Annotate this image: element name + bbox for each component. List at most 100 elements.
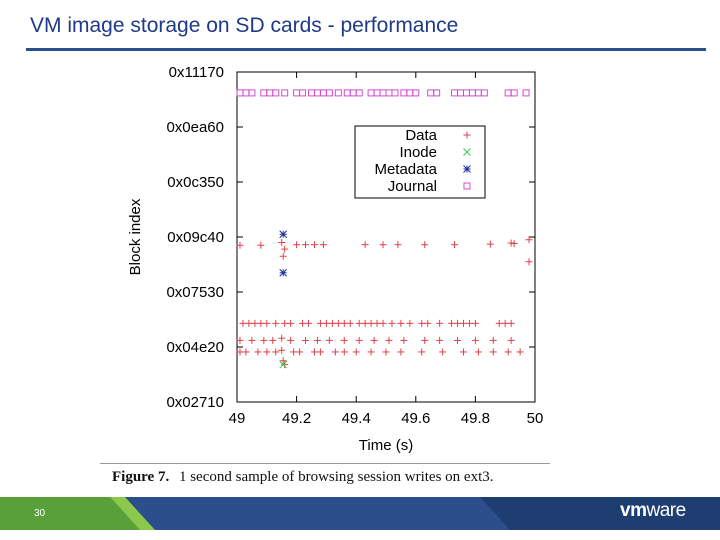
data-point (254, 348, 262, 356)
data-point (236, 241, 244, 249)
data-point (361, 241, 369, 249)
journal-point (474, 89, 482, 97)
journal-point (504, 89, 512, 97)
legend-label: Journal (388, 178, 437, 195)
data-point (459, 348, 467, 356)
data-point (340, 319, 348, 327)
data-point (495, 319, 503, 327)
journal-point (433, 89, 441, 97)
journal-point (272, 89, 280, 97)
data-point (510, 240, 518, 248)
data-point (281, 319, 289, 327)
data-point (279, 357, 287, 365)
x-axis: 49 49.2 49.4 49.6 49.8 50 (229, 72, 544, 427)
data-point (418, 319, 426, 327)
journal-point (367, 89, 375, 97)
data-point (451, 241, 459, 249)
mark-stroke (279, 360, 288, 369)
journal-point (334, 89, 342, 97)
data-point (251, 319, 259, 327)
journal-point (406, 89, 414, 97)
data-point (421, 336, 429, 344)
data-point (501, 319, 509, 327)
figure-caption: Figure 7. 1 second sample of browsing se… (112, 469, 494, 486)
data-point (385, 336, 393, 344)
journal-point (266, 89, 274, 97)
data-point (293, 241, 301, 249)
journal-point (400, 89, 408, 97)
metadata-point (279, 268, 288, 277)
data-point (296, 348, 304, 356)
journal-point (522, 89, 530, 97)
journal-point (462, 89, 470, 97)
journal-point (313, 89, 321, 97)
y-tick-label: 0x0c350 (167, 174, 224, 191)
data-point (379, 241, 387, 249)
data-point (346, 319, 354, 327)
x-tick-label: 50 (527, 410, 544, 427)
data-point (397, 348, 405, 356)
data-point (260, 336, 268, 344)
data-point (471, 319, 479, 327)
y-tick-label: 0x07530 (166, 284, 224, 301)
data-point (400, 336, 408, 344)
journal-point (281, 89, 289, 97)
data-point (281, 361, 289, 369)
journal-point (427, 89, 435, 97)
data-point (454, 336, 462, 344)
data-point (489, 348, 497, 356)
caption-divider (100, 463, 550, 464)
x-tick-label: 49.6 (401, 410, 430, 427)
metadata-point (279, 230, 288, 239)
data-point (278, 334, 286, 342)
data-point (278, 239, 286, 246)
x-tick-label: 49.8 (461, 410, 490, 427)
data-point (436, 336, 444, 344)
x-tick-label: 49.2 (282, 410, 311, 427)
scatter-chart: 49 49.2 49.4 49.6 49.8 50 0x02710 0x04e20 0x075… (127, 64, 544, 454)
data-point (316, 319, 324, 327)
data-point (459, 319, 467, 327)
data-point (242, 348, 250, 356)
journal-point (355, 89, 363, 97)
data-point (507, 239, 515, 247)
data-point (507, 336, 515, 344)
journal-point (349, 89, 357, 97)
legend-marker-metadata (463, 165, 471, 173)
y-axis-label: Block index (127, 198, 144, 275)
data-point (379, 319, 387, 327)
data-point (370, 336, 378, 344)
data-point (302, 241, 310, 249)
mark-stroke (463, 148, 471, 156)
caption-label: Figure 7. (112, 469, 170, 485)
journal-point (248, 89, 256, 97)
data-point (305, 319, 313, 327)
mark-stroke (463, 165, 471, 173)
data-point (257, 241, 265, 249)
data-point (272, 319, 280, 327)
data-point (471, 336, 479, 344)
y-tick-label: 0x04e20 (166, 339, 224, 356)
logo-bold: vm (620, 500, 647, 521)
footer-green-accent (0, 497, 140, 530)
data-point (263, 319, 271, 327)
vmware-logo: vmware (620, 500, 686, 522)
data-point (504, 348, 512, 356)
data-point (454, 319, 462, 327)
footer-bar (0, 497, 720, 530)
y-axis: 0x02710 0x04e20 0x07530 0x09c40 0x0c350 0x0ea… (166, 64, 535, 411)
page-number: 30 (34, 508, 46, 519)
data-point (281, 245, 289, 253)
y-tick-label: 0x02710 (166, 394, 224, 411)
mark-stroke (279, 230, 288, 239)
inode-point (279, 360, 288, 369)
data-point (310, 348, 318, 356)
data-point (355, 336, 363, 344)
data-point (486, 240, 494, 248)
journal-point (480, 89, 488, 97)
legend-marker-journal (463, 182, 471, 190)
data-point (287, 336, 295, 344)
data-point (340, 348, 348, 356)
title-underline (26, 48, 706, 51)
data-point (424, 319, 432, 327)
